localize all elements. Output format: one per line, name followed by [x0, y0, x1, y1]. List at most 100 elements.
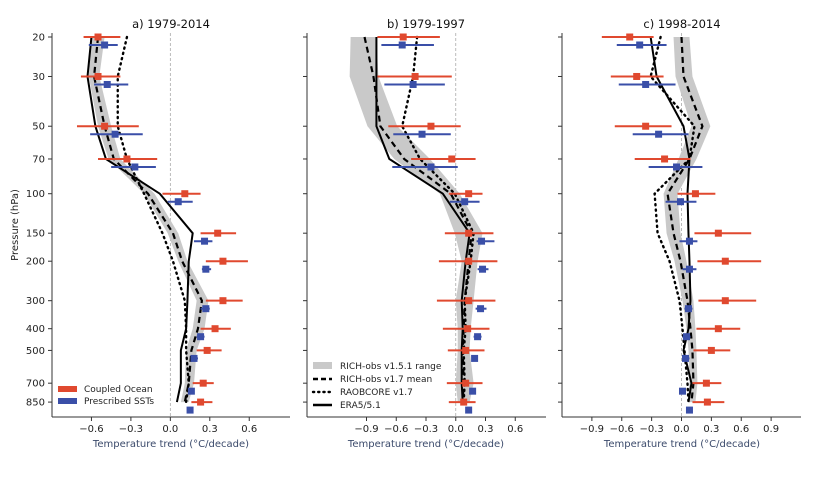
coupled-ocean-marker — [214, 229, 222, 237]
prescribed-ssts-marker — [677, 198, 685, 206]
legend-label: RICH-obs v1.7 mean — [340, 375, 432, 385]
y-tick-label: 300 — [26, 296, 45, 307]
x-tick-label: −0.6 — [384, 424, 408, 435]
prescribed-ssts-marker — [474, 333, 482, 341]
x-tick-label: −0.3 — [414, 424, 438, 435]
coupled-ocean-legend-swatch — [58, 386, 77, 392]
coupled-ocean-marker — [465, 257, 473, 265]
coupled-ocean-marker — [464, 325, 472, 333]
coupled-ocean-marker — [703, 398, 711, 406]
x-tick-label: 0.9 — [763, 424, 779, 435]
coupled-ocean-marker — [702, 379, 710, 387]
x-tick-label: 0.3 — [478, 424, 494, 435]
rich-range-legend-swatch — [313, 362, 332, 369]
x-tick-label: −0.6 — [79, 424, 103, 435]
coupled-ocean-marker — [642, 122, 650, 130]
x-tick-label: 0.6 — [241, 424, 257, 435]
x-tick-label: 0.6 — [733, 424, 749, 435]
y-axis-label: Pressure (hPa) — [10, 189, 21, 261]
panel-c: c) 1998-2014 Temperature trend (°C/decad… — [558, 17, 801, 450]
x-tick-label: 0.0 — [448, 424, 464, 435]
coupled-ocean-marker — [465, 229, 473, 237]
prescribed-ssts-marker — [685, 406, 693, 414]
coupled-ocean-marker — [427, 122, 435, 130]
rich-obs-range-shade — [663, 37, 711, 403]
prescribed-ssts-marker — [465, 406, 473, 414]
legend-label: RAOBCORE v1.7 — [340, 388, 413, 398]
coupled-ocean-marker — [123, 155, 131, 163]
y-tick-label: 200 — [26, 257, 45, 268]
era5-line — [86, 36, 194, 403]
y-tick-label: 20 — [32, 33, 45, 44]
coupled-ocean-marker — [101, 122, 109, 130]
coupled-ocean-marker — [94, 72, 102, 80]
y-tick-label: 50 — [32, 122, 45, 133]
legend-label: RICH-obs v1.5.1 range — [340, 362, 442, 372]
y-tick-label: 150 — [26, 229, 45, 240]
prescribed-ssts-marker — [202, 265, 210, 273]
prescribed-ssts-marker — [398, 41, 406, 49]
coupled-ocean-marker — [462, 346, 470, 354]
coupled-ocean-marker — [707, 346, 715, 354]
coupled-ocean-marker — [691, 190, 699, 198]
panel-title: b) 1979-1997 — [387, 17, 465, 31]
legend-label: Prescribed SSTs — [84, 397, 154, 407]
era5-line — [375, 37, 471, 403]
prescribed-ssts-marker — [477, 305, 485, 313]
prescribed-ssts-marker — [131, 163, 139, 171]
prescribed-ssts-marker — [642, 80, 650, 88]
y-tick-label: 70 — [32, 154, 45, 165]
prescribed-ssts-marker — [197, 333, 205, 341]
x-tick-label: 0.0 — [162, 424, 178, 435]
prescribed-ssts-marker — [201, 237, 209, 245]
prescribed-ssts-marker — [684, 305, 692, 313]
coupled-ocean-marker — [399, 33, 407, 41]
prescribed-ssts-marker — [174, 198, 182, 206]
prescribed-ssts-marker — [103, 80, 111, 88]
coupled-ocean-marker — [661, 155, 669, 163]
coupled-ocean-marker — [448, 155, 456, 163]
prescribed-ssts-legend-swatch — [58, 398, 77, 404]
x-axis-label: Temperature trend (°C/decade) — [92, 439, 249, 450]
panel-b: b) 1979-1997 Temperature trend (°C/decad… — [303, 17, 546, 450]
coupled-ocean-marker — [626, 33, 634, 41]
rich-obs-range-shade — [88, 37, 209, 403]
panel-a: a) 1979-2014 Temperature trend (°C/decad… — [26, 17, 290, 450]
prescribed-ssts-marker — [471, 354, 479, 362]
panel-title: a) 1979-2014 — [132, 17, 210, 31]
coupled-ocean-marker — [465, 190, 473, 198]
coupled-ocean-marker — [197, 398, 205, 406]
coupled-ocean-marker — [465, 297, 473, 305]
raobcore-line — [400, 35, 475, 404]
coupled-ocean-marker — [219, 297, 227, 305]
raobcore-line — [116, 35, 190, 404]
prescribed-ssts-marker — [101, 41, 109, 49]
x-tick-label: 0.3 — [202, 424, 218, 435]
coupled-ocean-marker — [460, 398, 468, 406]
prescribed-ssts-marker — [418, 130, 426, 138]
y-tick-label: 700 — [26, 379, 45, 390]
x-tick-label: 0.0 — [674, 424, 690, 435]
y-tick-label: 850 — [26, 398, 45, 409]
prescribed-ssts-marker — [685, 237, 693, 245]
y-tick-label: 400 — [26, 324, 45, 335]
coupled-ocean-marker — [462, 379, 470, 387]
x-tick-label: −0.3 — [119, 424, 143, 435]
coupled-ocean-marker — [181, 190, 189, 198]
rich-obs-mean-line — [363, 36, 473, 403]
x-tick-label: −0.9 — [354, 424, 378, 435]
prescribed-ssts-marker — [479, 265, 487, 273]
prescribed-ssts-marker — [469, 387, 477, 395]
y-tick-label: 100 — [26, 189, 45, 200]
x-tick-label: −0.9 — [580, 424, 604, 435]
prescribed-ssts-marker — [678, 387, 686, 395]
coupled-ocean-marker — [199, 379, 207, 387]
coupled-ocean-marker — [714, 229, 722, 237]
rich-obs-mean-line — [666, 36, 704, 403]
x-axis-label: Temperature trend (°C/decade) — [603, 439, 760, 450]
prescribed-ssts-marker — [673, 163, 681, 171]
x-tick-label: 0.3 — [703, 424, 719, 435]
coupled-ocean-marker — [721, 257, 729, 265]
prescribed-ssts-marker — [409, 80, 417, 88]
